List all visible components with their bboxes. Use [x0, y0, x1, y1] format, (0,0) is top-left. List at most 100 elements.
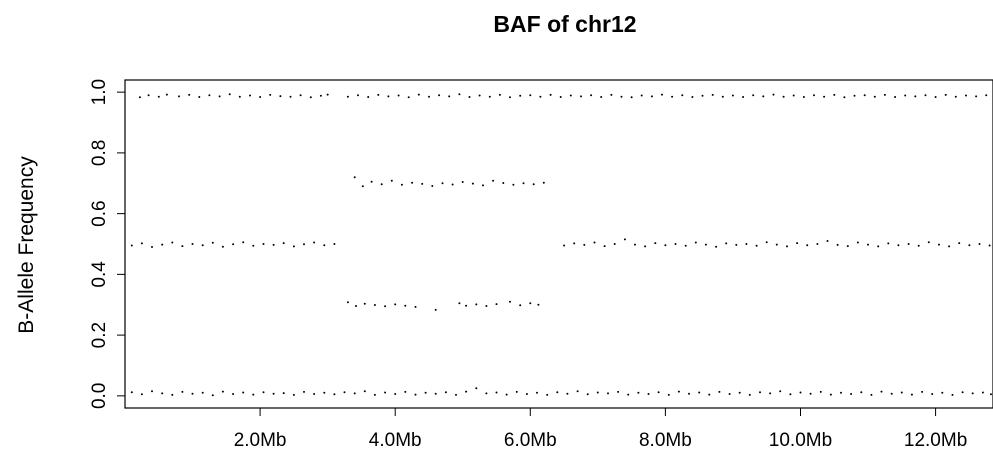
y-tick-label-2: 0.4 — [89, 261, 110, 288]
data-point-77 — [924, 94, 927, 97]
data-point-68 — [833, 93, 836, 96]
data-point-110 — [613, 243, 616, 245]
data-point-261 — [890, 392, 893, 395]
data-point-58 — [731, 94, 734, 97]
data-point-153 — [400, 183, 403, 186]
data-point-174 — [404, 304, 407, 307]
data-point-236 — [637, 391, 640, 394]
data-point-149 — [361, 185, 364, 188]
data-point-140 — [917, 244, 920, 247]
data-point-129 — [806, 244, 809, 247]
data-point-179 — [475, 303, 478, 306]
data-point-192 — [191, 392, 194, 395]
data-point-167 — [542, 181, 545, 184]
data-point-154 — [411, 181, 414, 184]
data-point-12 — [259, 96, 262, 98]
data-point-186 — [130, 391, 133, 394]
data-point-46 — [610, 93, 613, 96]
y-axis-label: B-Allele Frequency — [15, 156, 38, 334]
data-point-175 — [414, 305, 417, 308]
data-point-34 — [488, 95, 491, 98]
data-point-177 — [458, 302, 461, 305]
data-point-116 — [674, 243, 677, 245]
data-point-196 — [232, 393, 235, 395]
data-point-108 — [593, 241, 596, 244]
data-point-267 — [951, 393, 954, 396]
data-point-43 — [580, 95, 582, 98]
data-point-64 — [792, 94, 795, 97]
data-point-80 — [954, 95, 957, 98]
data-point-228 — [556, 391, 559, 394]
x-tick-label-1: 4.0Mb — [369, 430, 422, 451]
data-point-225 — [525, 393, 528, 395]
data-point-199 — [262, 391, 265, 394]
data-point-232 — [596, 391, 599, 394]
data-point-87 — [161, 243, 164, 246]
data-point-150 — [370, 180, 373, 183]
data-point-194 — [211, 394, 214, 397]
data-point-118 — [694, 241, 697, 244]
data-point-50 — [650, 95, 653, 98]
data-point-238 — [657, 391, 660, 394]
data-point-203 — [303, 390, 305, 393]
data-point-210 — [373, 393, 376, 396]
data-point-169 — [355, 305, 357, 307]
data-point-251 — [789, 393, 792, 396]
data-point-170 — [363, 302, 366, 305]
data-point-83 — [985, 94, 988, 97]
data-point-221 — [485, 392, 488, 395]
data-point-189 — [161, 392, 164, 395]
data-point-208 — [353, 392, 356, 395]
data-point-82 — [975, 95, 978, 98]
plot-frame — [124, 79, 993, 409]
data-point-131 — [826, 240, 829, 242]
data-point-74 — [894, 96, 897, 98]
data-point-121 — [725, 242, 728, 245]
data-point-104 — [333, 243, 336, 245]
data-point-111 — [623, 238, 626, 241]
data-point-29 — [438, 94, 441, 97]
data-point-0 — [138, 96, 141, 99]
data-point-127 — [786, 245, 788, 248]
data-point-91 — [201, 244, 204, 247]
data-point-151 — [380, 183, 383, 186]
data-point-207 — [343, 391, 346, 394]
data-point-92 — [211, 241, 214, 244]
data-point-90 — [191, 243, 194, 245]
data-point-250 — [779, 390, 782, 393]
data-point-120 — [715, 245, 718, 248]
data-point-185 — [537, 303, 540, 306]
data-point-88 — [171, 241, 174, 244]
data-point-19 — [326, 93, 329, 96]
data-point-173 — [394, 303, 397, 306]
data-point-55 — [701, 94, 704, 97]
data-point-270 — [981, 391, 984, 394]
data-point-215 — [424, 391, 427, 394]
data-point-56 — [711, 93, 714, 96]
data-point-144 — [958, 242, 961, 245]
data-point-235 — [627, 393, 630, 396]
data-point-183 — [519, 304, 522, 307]
y-tick-label-1: 0.2 — [89, 322, 110, 348]
data-point-75 — [904, 94, 907, 97]
data-point-217 — [444, 391, 447, 394]
data-point-205 — [323, 391, 326, 394]
data-point-176 — [434, 308, 437, 311]
data-point-209 — [363, 390, 366, 393]
y-tick-label-4: 0.8 — [89, 140, 110, 166]
data-point-143 — [948, 245, 951, 248]
data-point-181 — [495, 303, 498, 306]
data-point-100 — [292, 245, 295, 248]
data-point-164 — [512, 183, 515, 186]
y-axis: 0.0 0.2 0.4 0.6 0.8 1.0 — [89, 79, 125, 409]
y-tick-label-5: 1.0 — [89, 79, 110, 105]
data-point-230 — [576, 390, 579, 393]
data-point-54 — [691, 96, 694, 98]
data-point-128 — [796, 242, 799, 245]
data-point-107 — [583, 243, 586, 246]
data-point-123 — [745, 243, 748, 245]
data-point-204 — [313, 393, 316, 395]
data-point-79 — [944, 93, 947, 96]
data-point-166 — [532, 183, 535, 186]
data-point-152 — [390, 179, 393, 182]
